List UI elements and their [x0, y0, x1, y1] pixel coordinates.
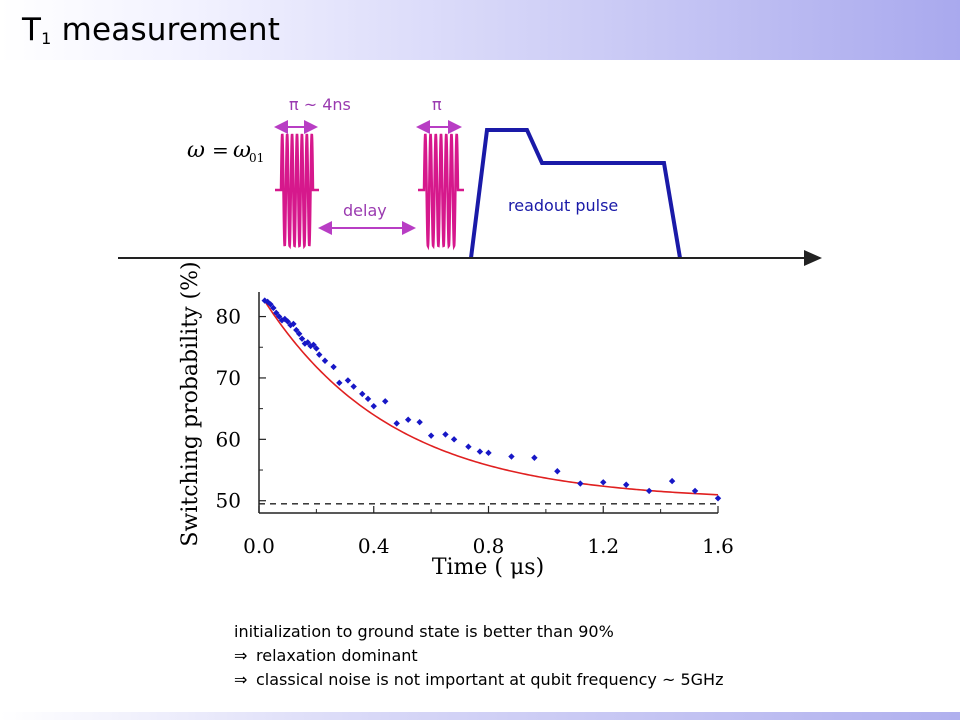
bottom-bar [0, 712, 960, 720]
omega-equals: = [212, 138, 229, 162]
data-point [577, 480, 584, 487]
note-line-3-text: classical noise is not important at qubi… [256, 670, 724, 689]
data-point [404, 416, 412, 423]
omega-lhs: ω [187, 138, 205, 163]
y-tick-label: 60 [216, 427, 241, 451]
data-point [554, 468, 561, 475]
data-point [270, 304, 277, 312]
data-point [645, 487, 653, 495]
y-tick-label: 50 [216, 489, 241, 513]
data-point [364, 395, 372, 403]
pi-pulse-duration-label: π ~ 4ns [289, 95, 351, 114]
data-point [623, 481, 630, 488]
readout-pulse-shape [469, 128, 682, 259]
t1-decay-chart: 0.0 0.4 0.8 1.2 1.6 50 60 70 80 Time ( μs) Switc… [178, 261, 734, 580]
data-point [267, 301, 274, 308]
data-point [691, 487, 699, 495]
second-pi-label: π [432, 95, 442, 114]
implies-arrow: ⇒ [234, 670, 248, 689]
data-point [382, 398, 389, 405]
data-point [465, 443, 472, 450]
note-line-2-text: relaxation dominant [256, 646, 418, 665]
data-point [714, 495, 722, 502]
x-tick-label: 1.2 [587, 534, 619, 558]
omega-subscript: 01 [249, 151, 264, 165]
omega-rhs: ω [233, 138, 251, 163]
data-point [476, 448, 484, 455]
data-point [508, 453, 515, 460]
title-bar [0, 0, 960, 60]
data-point [293, 326, 300, 334]
data-point [531, 454, 538, 461]
pulse-sequence-diagram: ω = ω 01 π ~ 4ns π delay readout pulse [118, 95, 822, 266]
data-point [416, 418, 423, 426]
data-point [295, 330, 303, 337]
chart-axes [258, 292, 719, 514]
data-point [273, 309, 280, 317]
implies-arrow: ⇒ [234, 646, 248, 665]
delay-label: delay [343, 201, 387, 220]
slide-title: T1 measurement [22, 12, 280, 48]
fit-group [264, 300, 719, 496]
x-tick-label: 0.4 [358, 534, 390, 558]
data-point [316, 351, 323, 358]
tick-labels: 0.0 0.4 0.8 1.2 1.6 50 60 70 80 [216, 305, 734, 558]
y-tick-label: 70 [216, 366, 241, 390]
data-point [485, 449, 492, 457]
note-line-1: initialization to ground state is better… [234, 622, 614, 641]
data-point [290, 320, 297, 328]
data-point [668, 477, 676, 485]
fit-curve [264, 300, 719, 496]
y-tick-label: 80 [216, 305, 241, 329]
x-tick-label: 0.8 [473, 534, 505, 558]
pi-pulse-1 [275, 133, 319, 250]
data-point [330, 363, 337, 371]
x-tick-label: 0.0 [243, 534, 275, 558]
readout-pulse-label: readout pulse [508, 196, 618, 215]
title-rest: measurement [51, 12, 281, 48]
data-point [298, 335, 306, 342]
notes-block: initialization to ground state is better… [234, 620, 723, 692]
note-line-2: ⇒ relaxation dominant [234, 644, 723, 668]
omega-equation: ω = ω 01 [187, 138, 264, 165]
data-point [393, 420, 400, 427]
data-point [275, 313, 283, 320]
y-axis-label: Switching probability (%) [178, 261, 203, 546]
pi-pulse-2 [418, 133, 464, 251]
data-point [600, 479, 607, 486]
data-point [427, 432, 435, 439]
data-point [336, 379, 343, 387]
data-point [370, 402, 377, 410]
data-point [344, 377, 352, 384]
title-subscript: 1 [41, 29, 52, 48]
data-point [350, 383, 357, 390]
data-point [442, 431, 449, 438]
data-point [310, 341, 317, 348]
data-point [450, 436, 458, 443]
data-point [304, 339, 311, 346]
note-line-3: ⇒ classical noise is not important at qub… [234, 668, 723, 692]
data-points [261, 297, 722, 502]
x-tick-label: 1.6 [702, 534, 734, 558]
data-point [284, 318, 291, 325]
x-axis-label: Time ( μs) [432, 555, 544, 580]
data-point [313, 345, 320, 352]
data-point [359, 390, 366, 398]
data-point [321, 357, 329, 364]
title-main: T [22, 12, 42, 48]
